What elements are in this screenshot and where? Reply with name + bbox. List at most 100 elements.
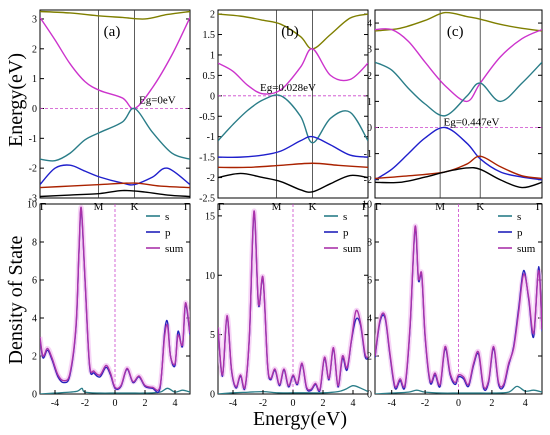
gap-label: Eg=0eV [139, 94, 176, 106]
y-tick-label: 1 [210, 50, 215, 61]
x-tick-label: 2 [143, 398, 148, 409]
y-tick-label: -1.5 [199, 153, 215, 164]
y-tick-label: 3 [367, 45, 372, 56]
band-line-band_blue [375, 126, 542, 181]
y-tick-label: 2 [32, 352, 37, 363]
legend-label-s: s [517, 211, 521, 223]
plot-area [40, 10, 190, 198]
x-tick-label: 2 [489, 398, 494, 409]
legend-label-sum: sum [165, 243, 184, 255]
band-line-band_blue [218, 135, 368, 158]
x-tick-label: 4 [173, 398, 178, 409]
x-tick-label: K [476, 201, 484, 213]
band-line-band_top [375, 11, 542, 32]
gap-label: Eg=0.028eV [260, 82, 316, 94]
y-tick-label: -2.5 [199, 194, 215, 205]
y-tick-label: 0.5 [203, 71, 216, 82]
dos-line-sum [40, 206, 190, 392]
y-tick-label: 0 [32, 104, 37, 115]
panels: -3 -2 -1 0 1 2 3 Γ M K Γ (a) Eg=0eV -2.5 -2 -1.5 -1 -0.5 0… [27, 9, 543, 409]
legend-label-sum: sum [343, 243, 362, 255]
y-tick-label: 1 [367, 97, 372, 108]
band-line-band_red [218, 162, 368, 169]
band-line-band_magenta [40, 17, 190, 110]
x-tick-label: 0 [456, 398, 461, 409]
y-tick-label: -1 [207, 132, 215, 143]
x-tick-label: Γ [375, 201, 381, 213]
x-tick-label: 4 [351, 398, 356, 409]
x-tick-label: M [272, 201, 282, 213]
x-tick-label: K [131, 201, 139, 213]
y-tick-label: -2 [364, 175, 372, 186]
dos-line-sum [375, 225, 542, 390]
panel-a-band: -3 -2 -1 0 1 2 3 Γ M K Γ (a) Eg=0eV [29, 9, 191, 213]
panel-annotation: (a) [104, 24, 121, 40]
y-tick-label: -2 [207, 173, 215, 184]
x-tick-label: Γ [40, 201, 46, 213]
y-tick-label: 4 [32, 314, 37, 325]
y-tick-label: 6 [367, 276, 372, 287]
band-line-band_blue [40, 164, 190, 186]
y-tick-label: -1 [364, 149, 372, 160]
band-line-band_magenta [218, 48, 368, 95]
x-tick-label: 4 [523, 398, 528, 409]
y-tick-label: 8 [32, 238, 37, 249]
panel-a-dos: 0 2 4 6 8 10 -4 -2 0 2 4 sp sum [27, 200, 191, 409]
axes-frame [217, 9, 369, 199]
y-tick-label: 10 [27, 200, 37, 211]
x-tick-label: -2 [81, 398, 89, 409]
y-tick-label: -3 [29, 194, 37, 205]
x-tick-label: M [94, 201, 104, 213]
dos-line-sum [218, 210, 368, 391]
y-tick-label: -2 [29, 164, 37, 175]
y-tick-label: 2 [367, 352, 372, 363]
x-axis-label-energy: Energy(eV) [253, 408, 347, 430]
band-line-band_top [218, 13, 368, 50]
x-tick-label: K [309, 201, 317, 213]
dos-line-s [375, 385, 542, 394]
y-tick-label: 0 [32, 390, 37, 401]
legend-label-s: s [343, 211, 347, 223]
panel-b-dos: 0 5 10 15 -4 -2 0 2 4 sp sum [205, 203, 369, 409]
panel-c-band: -2 -1 0 1 2 3 4 Γ M K Γ (c) Eg=0.447eV [364, 9, 543, 213]
band-line-band_black [40, 189, 190, 198]
band-line-band_top [40, 10, 190, 20]
plot-area [218, 10, 368, 198]
y-tick-label: 0 [210, 91, 215, 102]
gap-label: Eg=0.447eV [443, 117, 499, 129]
legend-label-p: p [517, 227, 523, 239]
x-tick-label: -2 [421, 398, 429, 409]
y-tick-label: 4 [367, 19, 372, 30]
x-tick-label: -2 [259, 398, 267, 409]
y-tick-label: 2 [367, 71, 372, 82]
y-axis-label-energy: Energy(eV) [5, 53, 27, 147]
y-tick-label: 0 [367, 390, 372, 401]
panel-annotation: (b) [281, 24, 299, 40]
x-tick-label: 0 [113, 398, 118, 409]
band-line-band_red [40, 182, 190, 189]
band-line-band_red [375, 155, 542, 180]
x-tick-label: M [435, 201, 445, 213]
x-tick-label: 0 [291, 398, 296, 409]
x-tick-label: -4 [51, 398, 59, 409]
band-line-band_teal [218, 94, 368, 144]
axes-frame [39, 9, 191, 199]
y-tick-label: 1 [32, 74, 37, 85]
legend-label-sum: sum [517, 243, 536, 255]
legend-label-p: p [165, 227, 171, 239]
y-tick-label: 15 [205, 211, 215, 222]
y-tick-label: 6 [32, 276, 37, 287]
panel-annotation: (c) [447, 24, 464, 40]
band-line-band_magenta [375, 28, 542, 103]
x-tick-label: Γ [218, 201, 224, 213]
legend-label-s: s [165, 211, 169, 223]
plot-area [375, 10, 542, 198]
y-axis-label-dos: Density of State [5, 235, 27, 364]
y-tick-label: 2 [32, 44, 37, 55]
x-tick-label: -4 [388, 398, 396, 409]
y-tick-label: 4 [367, 314, 372, 325]
plot-area [40, 204, 190, 394]
y-tick-label: 0 [210, 390, 215, 401]
x-tick-label: Γ [184, 201, 190, 213]
